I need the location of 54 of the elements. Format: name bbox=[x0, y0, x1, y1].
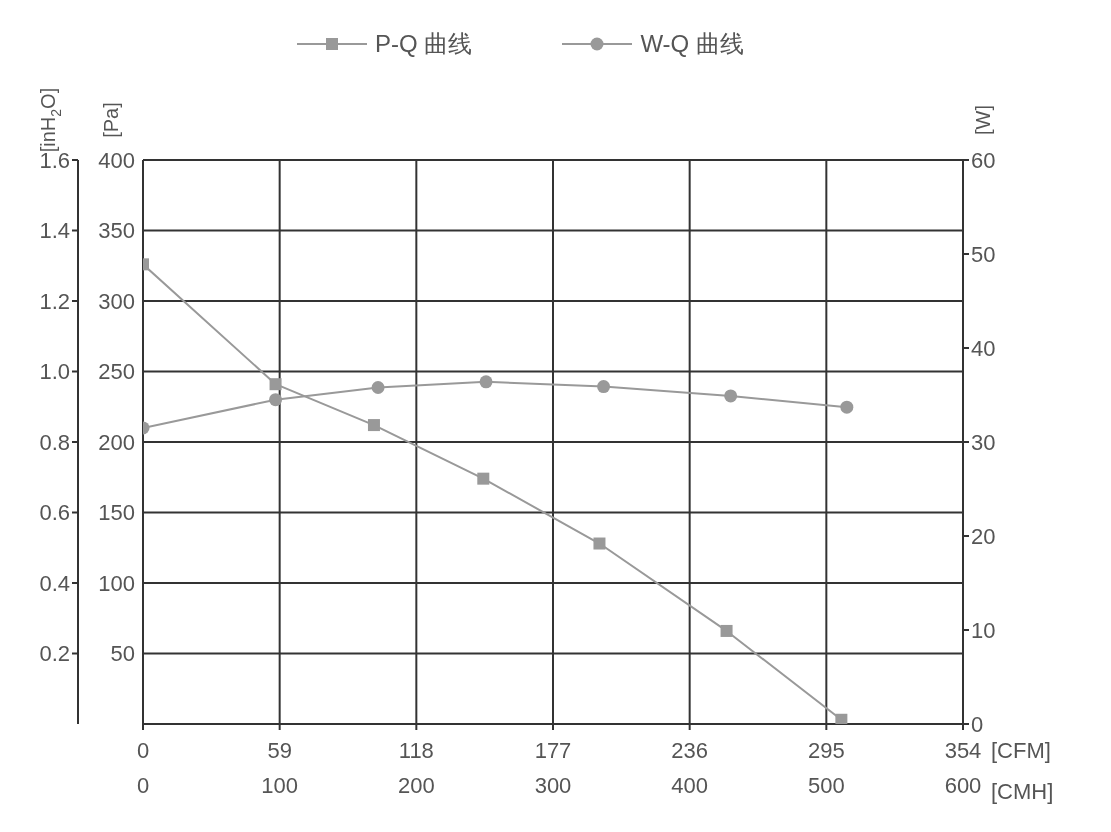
x2-axis-title: [CFM] bbox=[991, 737, 1051, 763]
point bbox=[840, 400, 854, 414]
point bbox=[835, 713, 848, 724]
y3-tick-label: 1.0 bbox=[39, 359, 70, 385]
x-tick-label: 200 bbox=[397, 772, 435, 798]
y-tick-label: 300 bbox=[98, 288, 135, 314]
y-tick-label: 250 bbox=[98, 359, 135, 385]
x2-tick-label: 236 bbox=[671, 737, 709, 763]
point bbox=[724, 389, 738, 403]
point bbox=[367, 419, 380, 432]
x2-tick-label: 118 bbox=[398, 737, 434, 763]
y2-tick-label: 60 bbox=[971, 147, 996, 173]
y-tick-label: 200 bbox=[98, 429, 135, 455]
point bbox=[479, 375, 493, 389]
x-tick-label: 100 bbox=[261, 772, 299, 798]
x-tick-label: 500 bbox=[807, 772, 845, 798]
y2-tick-label: 0 bbox=[971, 711, 984, 737]
y3-tick-label: 1.2 bbox=[39, 288, 70, 314]
y-tick-label: 400 bbox=[98, 147, 135, 173]
x-tick-label: 0 bbox=[136, 772, 150, 798]
point bbox=[269, 378, 282, 391]
y3-tick-label: 0.4 bbox=[39, 570, 70, 596]
y-tick-label: 50 bbox=[110, 641, 135, 667]
x2-tick-label: 295 bbox=[807, 737, 845, 763]
y-axis-title: [Pa] bbox=[99, 102, 122, 138]
point bbox=[593, 537, 606, 550]
legend-label: W-Q 曲线 bbox=[639, 29, 744, 59]
y-tick-label: 150 bbox=[98, 500, 135, 526]
x2-tick-label: 59 bbox=[267, 737, 292, 763]
legend-label: P-Q 曲线 bbox=[374, 29, 473, 59]
y3-tick-label: 0.2 bbox=[39, 641, 70, 667]
point bbox=[477, 472, 490, 485]
y2-tick-label: 20 bbox=[971, 523, 996, 549]
x-tick-label: 300 bbox=[534, 772, 572, 798]
x-tick-label: 400 bbox=[671, 772, 709, 798]
point bbox=[269, 393, 283, 407]
point bbox=[371, 380, 385, 394]
y3-tick-label: 1.4 bbox=[39, 218, 70, 244]
y2-tick-label: 50 bbox=[971, 241, 996, 267]
x2-tick-label: 0 bbox=[136, 737, 150, 763]
x2-tick-label: 354 bbox=[944, 737, 982, 763]
y3-tick-label: 0.8 bbox=[39, 429, 70, 455]
x2-tick-label: 177 bbox=[534, 737, 572, 763]
y2-tick-label: 30 bbox=[971, 429, 996, 455]
x-tick-label: 600 bbox=[944, 772, 982, 798]
y2-tick-label: 40 bbox=[971, 335, 996, 361]
y-tick-label: 100 bbox=[98, 570, 135, 596]
y2-tick-label: 10 bbox=[971, 617, 996, 643]
point bbox=[597, 380, 611, 394]
x-axis-title: [CMH] bbox=[991, 778, 1054, 804]
y2-axis-title: [W] bbox=[972, 105, 994, 135]
point bbox=[720, 624, 733, 637]
y3-tick-label: 0.6 bbox=[39, 500, 70, 526]
y-tick-label: 350 bbox=[98, 218, 135, 244]
